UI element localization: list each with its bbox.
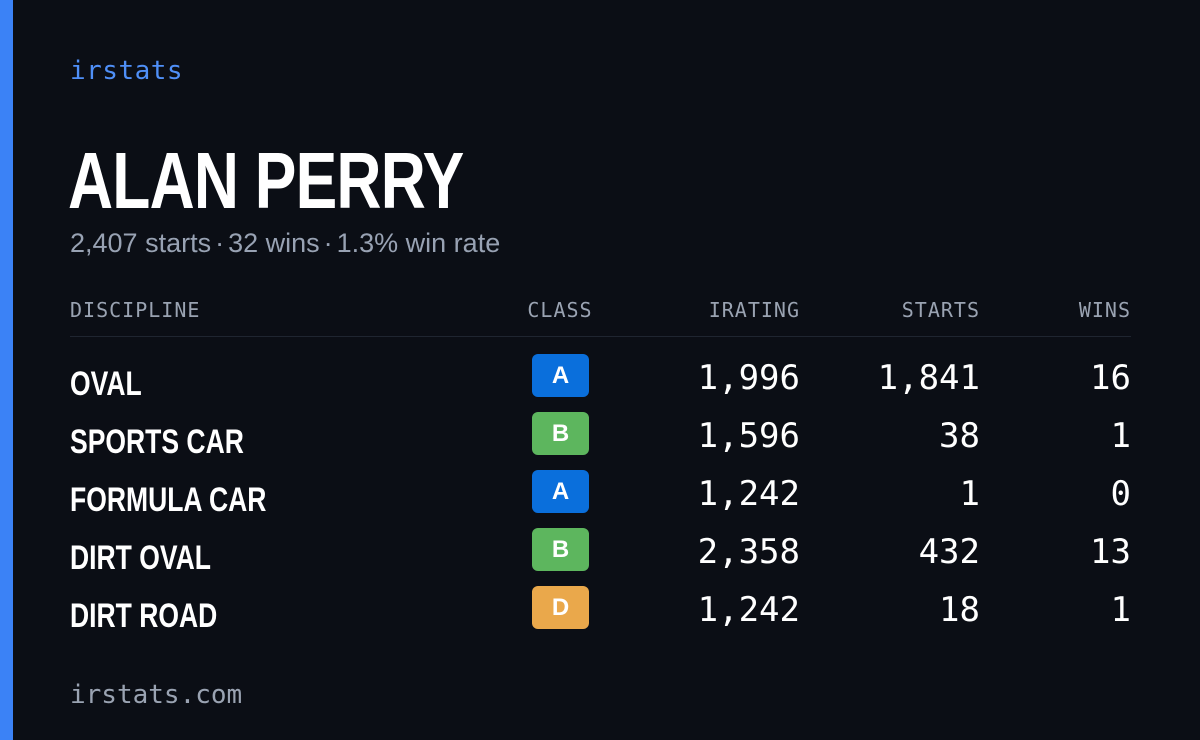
wins-value: 1 [1110, 590, 1131, 630]
starts-value: 38 [939, 416, 980, 456]
table-row: OVAL A 1,996 1,841 16 [70, 350, 1131, 408]
wins-count: 32 wins [228, 228, 320, 258]
class-badge: B [532, 412, 589, 455]
table-row: FORMULA CAR A 1,242 1 0 [70, 466, 1131, 524]
header-class: CLASS [527, 298, 593, 322]
starts-value: 432 [918, 532, 980, 572]
irating-value: 1,996 [697, 358, 800, 398]
discipline-name: DIRT OVAL [70, 539, 211, 577]
wins-value: 1 [1110, 416, 1131, 456]
driver-summary: 2,407 starts · 32 wins · 1.3% win rate [70, 228, 500, 259]
driver-name: ALAN PERRY [68, 136, 464, 225]
brand-logo[interactable]: irstats [70, 56, 184, 86]
irating-value: 1,596 [697, 416, 800, 456]
footer-url[interactable]: irstats.com [70, 680, 243, 710]
irating-value: 1,242 [697, 474, 800, 514]
starts-count: 2,407 starts [70, 228, 212, 258]
header-starts: STARTS [901, 298, 980, 322]
class-badge: D [532, 586, 589, 629]
class-badge: A [532, 470, 589, 513]
header-discipline: DISCIPLINE [70, 298, 201, 322]
discipline-name: DIRT ROAD [70, 597, 218, 635]
wins-value: 13 [1090, 532, 1131, 572]
win-rate: 1.3% win rate [336, 228, 501, 258]
starts-value: 18 [939, 590, 980, 630]
separator: · [323, 228, 333, 258]
wins-value: 16 [1090, 358, 1131, 398]
header-irating: IRATING [708, 298, 800, 322]
discipline-name: SPORTS CAR [70, 423, 244, 461]
irating-value: 2,358 [697, 532, 800, 572]
stats-table-body: OVAL A 1,996 1,841 16 SPORTS CAR B 1,596… [70, 350, 1131, 640]
discipline-name: FORMULA CAR [70, 481, 267, 519]
separator: · [215, 228, 225, 258]
irating-value: 1,242 [697, 590, 800, 630]
starts-value: 1,841 [877, 358, 980, 398]
stats-table-header: DISCIPLINE CLASS IRATING STARTS WINS [70, 298, 1131, 337]
table-row: SPORTS CAR B 1,596 38 1 [70, 408, 1131, 466]
discipline-name: OVAL [70, 365, 142, 403]
starts-value: 1 [959, 474, 980, 514]
class-badge: B [532, 528, 589, 571]
table-row: DIRT ROAD D 1,242 18 1 [70, 582, 1131, 640]
wins-value: 0 [1110, 474, 1131, 514]
accent-bar [0, 0, 13, 740]
table-row: DIRT OVAL B 2,358 432 13 [70, 524, 1131, 582]
header-wins: WINS [1078, 298, 1131, 322]
class-badge: A [532, 354, 589, 397]
